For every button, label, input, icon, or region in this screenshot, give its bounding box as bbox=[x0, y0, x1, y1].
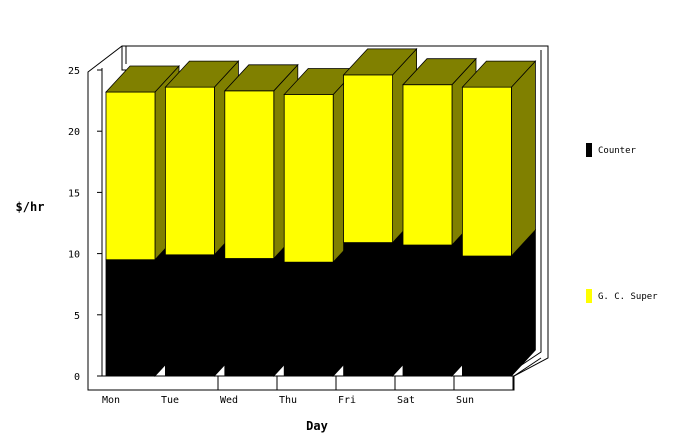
legend-swatch bbox=[586, 289, 592, 303]
bar-top bbox=[402, 58, 477, 86]
bar-front bbox=[283, 94, 334, 263]
legend-swatch bbox=[586, 143, 592, 157]
x-tick-label: Fri bbox=[338, 395, 356, 406]
bar-front bbox=[105, 259, 156, 377]
bar-front bbox=[224, 258, 275, 377]
bar-top bbox=[461, 60, 537, 88]
legend-label: Counter bbox=[598, 146, 637, 156]
x-axis-title: Day bbox=[306, 419, 328, 433]
bars bbox=[105, 47, 537, 378]
y-tick-label: 5 bbox=[74, 311, 80, 322]
y-tick-label: 0 bbox=[74, 372, 80, 383]
bar-front bbox=[461, 86, 512, 257]
y-axis-title: $/hr bbox=[16, 200, 45, 214]
bar-front bbox=[343, 74, 394, 243]
x-tick-label: Mon bbox=[102, 395, 120, 406]
bar-front bbox=[343, 242, 394, 377]
x-tick-label: Sat bbox=[397, 395, 415, 406]
y-tick-label: 15 bbox=[68, 188, 80, 199]
bar-front bbox=[105, 91, 156, 261]
legend: Counter G. C. Super bbox=[586, 143, 658, 303]
bar-top bbox=[164, 60, 240, 88]
x-tick-label: Thu bbox=[279, 395, 297, 406]
bar-side bbox=[510, 60, 536, 258]
legend-label: G. C. Super bbox=[598, 292, 658, 302]
bar-top bbox=[342, 48, 418, 76]
bar-front bbox=[283, 261, 334, 377]
bar-front bbox=[164, 254, 215, 377]
frame-edge bbox=[121, 46, 126, 71]
axes: 0 5 10 15 20 25 Mon Tue Wed Thu Fri Sat Sun bbox=[68, 66, 514, 406]
bar-front bbox=[402, 244, 453, 377]
bar-front bbox=[224, 90, 275, 259]
x-tick-label: Sun bbox=[456, 395, 474, 406]
x-tick-label: Wed bbox=[220, 395, 238, 406]
bar-top bbox=[105, 65, 180, 93]
y-tick-label: 25 bbox=[68, 66, 80, 77]
bar-front bbox=[461, 255, 512, 377]
bar-segment-sun-g-c-super bbox=[461, 60, 537, 258]
y-tick-label: 20 bbox=[68, 127, 80, 138]
bar-front bbox=[402, 84, 453, 246]
bar-segment-sun-counter bbox=[461, 229, 536, 378]
bar-top bbox=[223, 64, 299, 92]
bar-front bbox=[164, 86, 215, 256]
x-tick-label: Tue bbox=[161, 395, 179, 406]
y-tick-label: 10 bbox=[68, 250, 80, 261]
floor-edge bbox=[513, 357, 542, 377]
